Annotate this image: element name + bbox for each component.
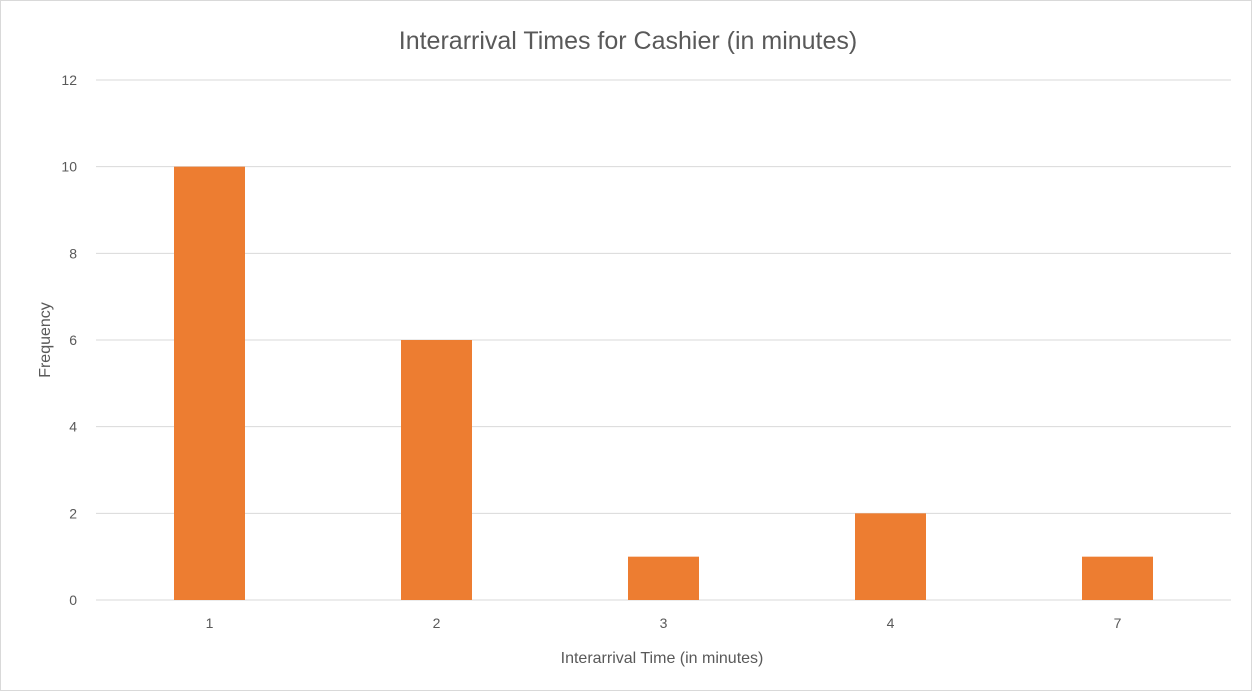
bar-4 [855, 513, 926, 600]
y-tick-label: 12 [61, 72, 77, 88]
x-tick-label: 3 [660, 615, 668, 631]
x-tick-label: 2 [433, 615, 441, 631]
y-tick-label: 8 [69, 245, 77, 261]
gridlines [96, 79, 1231, 601]
bar-7 [1082, 556, 1153, 600]
bar-3 [628, 556, 699, 600]
y-tick-label: 0 [69, 592, 77, 608]
x-axis-title: Interarrival Time (in minutes) [561, 650, 764, 667]
y-axis-title: Frequency [37, 302, 54, 378]
x-tick-label: 7 [1114, 615, 1122, 631]
bar-2 [401, 340, 472, 600]
y-tick-label: 10 [61, 159, 77, 175]
x-tick-label: 4 [887, 615, 895, 631]
x-axis-ticks: 1 2 3 4 7 [206, 615, 1122, 631]
y-tick-label: 6 [69, 332, 77, 348]
y-tick-label: 2 [69, 505, 77, 521]
y-tick-label: 4 [69, 419, 77, 435]
bars [174, 166, 1153, 600]
bar-1 [174, 166, 245, 600]
chart-title: Interarrival Times for Cashier (in minut… [399, 27, 857, 55]
y-axis-ticks: 0 2 4 6 8 10 12 [61, 72, 77, 608]
x-tick-label: 1 [206, 615, 214, 631]
